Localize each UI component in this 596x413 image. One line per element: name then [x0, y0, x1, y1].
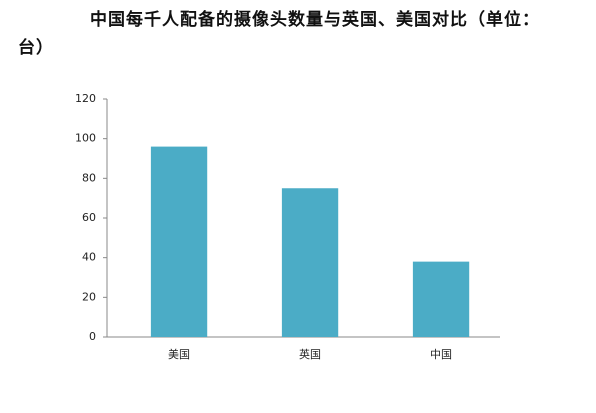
- bar: [281, 188, 339, 337]
- y-tick-label: 60: [82, 211, 96, 224]
- y-tick-label: 0: [89, 330, 96, 343]
- x-tick-label: 英国: [299, 347, 321, 361]
- y-tick-label: 100: [75, 132, 96, 145]
- bar: [150, 146, 208, 337]
- x-tick-label: 中国: [430, 348, 452, 361]
- x-tick-label: 美国: [168, 348, 190, 361]
- y-tick-label: 40: [82, 251, 96, 264]
- y-tick-label: 120: [75, 92, 96, 105]
- chart-title: 中国每千人配备的摄像头数量与英国、美国对比（单位：台）: [18, 10, 540, 58]
- y-tick-label: 80: [82, 171, 96, 184]
- y-tick-label: 20: [82, 290, 96, 303]
- bar: [412, 261, 470, 337]
